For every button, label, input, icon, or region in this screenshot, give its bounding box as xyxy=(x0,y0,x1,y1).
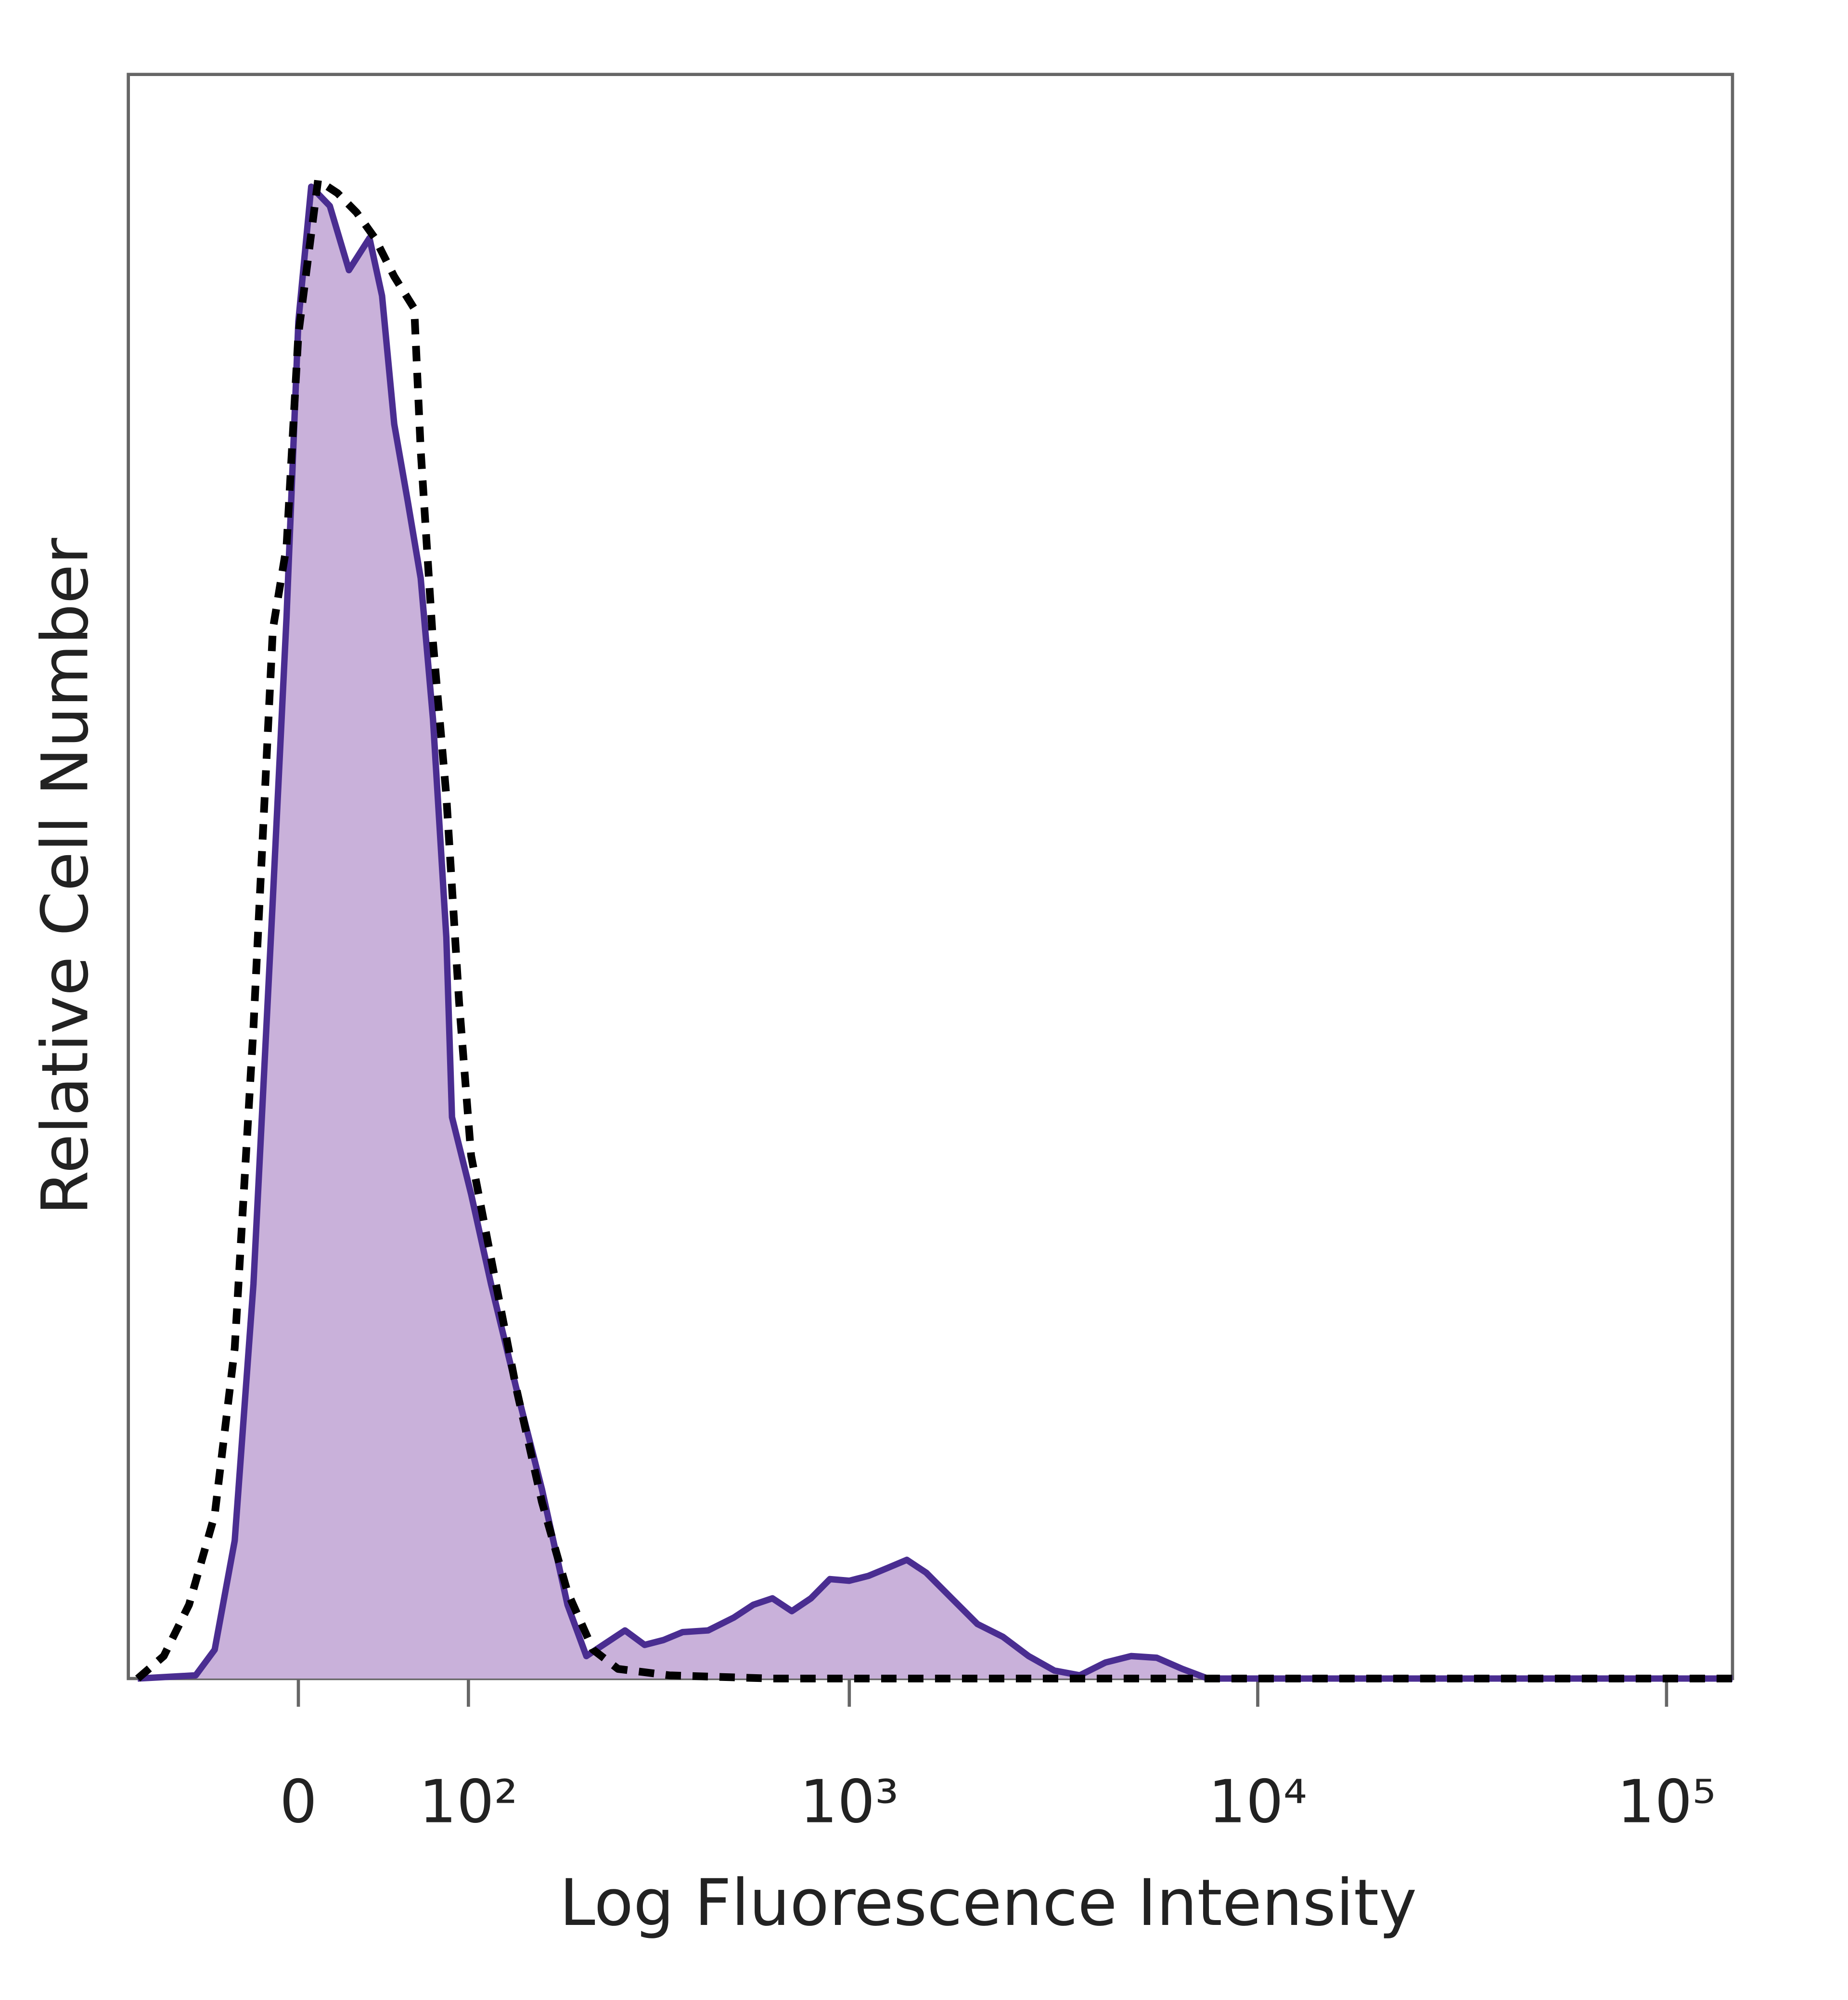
line xyxy=(135,176,1732,1682)
x-axis-label: Log Fluorescence Intensity xyxy=(560,1866,1417,1940)
area xyxy=(138,187,1733,1679)
x-tick-label: 0 xyxy=(280,1768,317,1836)
line xyxy=(137,183,1732,1682)
x-tick-label: 10⁵ xyxy=(1617,1768,1716,1836)
x-tick-label: 10² xyxy=(419,1768,518,1836)
x-tick-label: 10³ xyxy=(800,1768,898,1836)
x-tick-label: 10⁴ xyxy=(1208,1768,1307,1836)
y-axis-label: Relative Cell Number xyxy=(28,538,103,1215)
